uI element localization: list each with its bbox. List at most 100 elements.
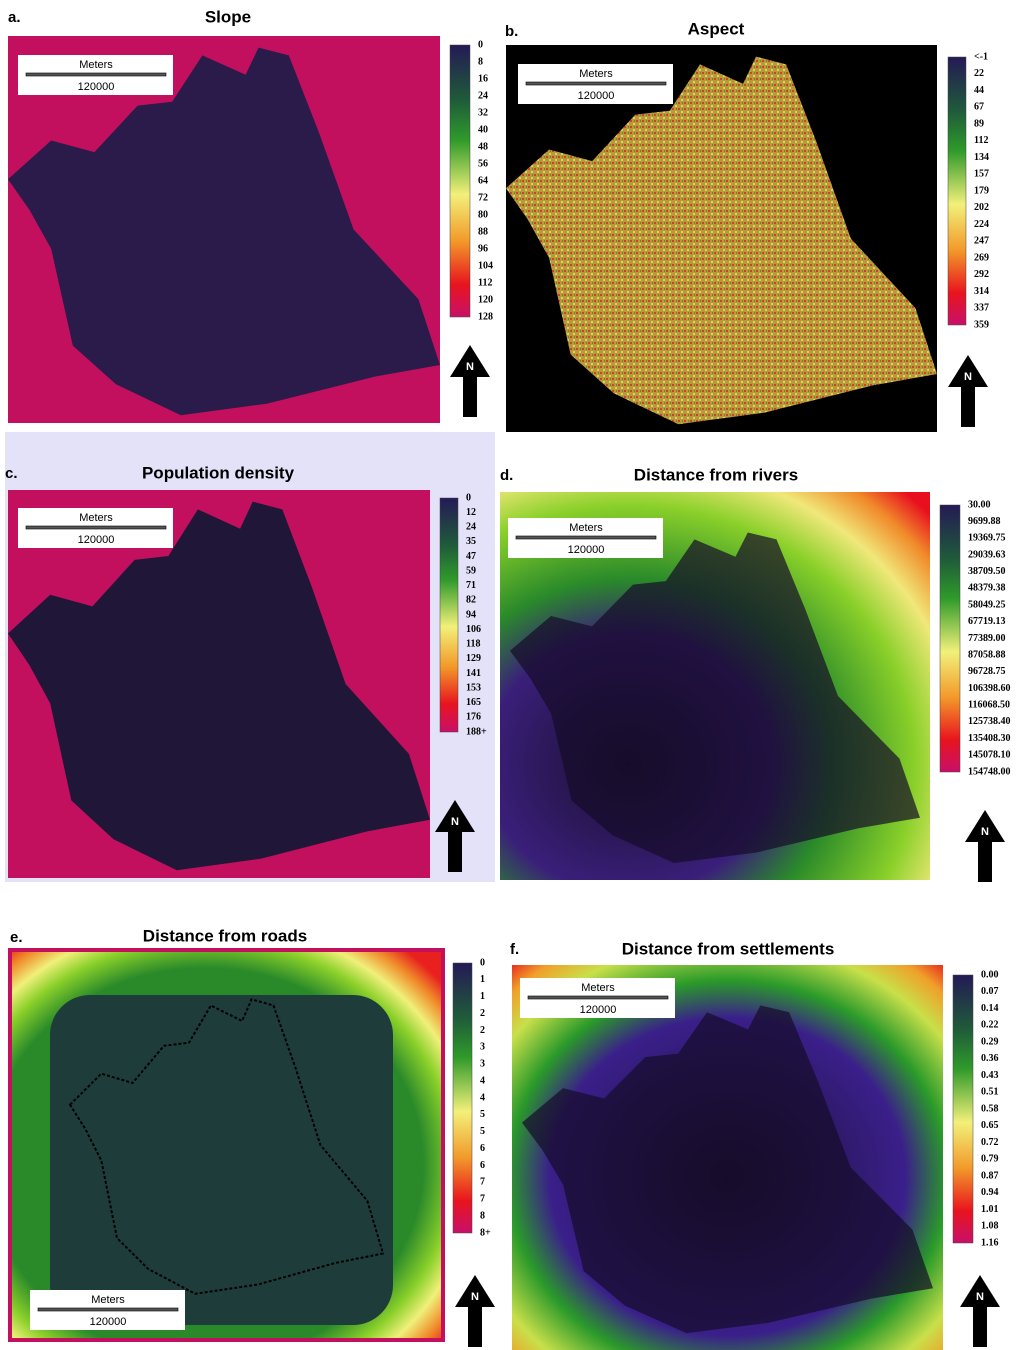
- legend-label: 0.58: [981, 1103, 999, 1114]
- legend-bar: [440, 498, 458, 732]
- panel-title: Distance from rivers: [634, 465, 798, 484]
- legend-label: 96: [478, 243, 488, 254]
- legend-label: 1.16: [981, 1237, 999, 1248]
- legend-label: 16: [478, 73, 488, 84]
- legend-label: 120: [478, 294, 493, 305]
- scale-bar-distance: 120000: [90, 1316, 127, 1328]
- scale-bar-unit: Meters: [579, 68, 613, 80]
- legend-label: 77389.00: [968, 633, 1006, 644]
- panel-title: Population density: [142, 463, 295, 482]
- north-label: N: [471, 1291, 479, 1303]
- north-arrow: [450, 345, 490, 417]
- legend-label: 3: [480, 1059, 485, 1070]
- scale-bar-line: [516, 536, 656, 539]
- legend-label: 106398.60: [968, 683, 1011, 694]
- legend-label: 0.65: [981, 1120, 999, 1131]
- legend-label: 82: [466, 595, 476, 606]
- panel-letter: e.: [10, 929, 23, 946]
- legend-label: 0.00: [981, 969, 999, 980]
- legend-label: 47: [466, 551, 476, 562]
- legend-label: 134: [974, 152, 989, 163]
- legend-label: 145078.10: [968, 750, 1011, 761]
- panel-letter: d.: [500, 467, 513, 484]
- legend-label: 80: [478, 209, 488, 220]
- scale-bar-line: [26, 526, 166, 529]
- legend-label: <-1: [974, 51, 988, 62]
- legend-label: 7: [480, 1194, 485, 1205]
- legend-label: 0.29: [981, 1036, 999, 1047]
- legend-bar: [940, 505, 960, 772]
- legend-bar: [953, 975, 973, 1243]
- legend-bar: [948, 57, 966, 325]
- legend-label: 188+: [466, 726, 487, 737]
- legend-label: 165: [466, 697, 481, 708]
- legend-label: 64: [478, 175, 488, 186]
- legend-label: 32: [478, 107, 488, 118]
- legend-label: 157: [974, 169, 989, 180]
- legend-label: 19369.75: [968, 533, 1006, 544]
- legend-label: 0.72: [981, 1137, 999, 1148]
- north-label: N: [466, 361, 474, 373]
- legend-label: 129: [466, 653, 481, 664]
- legend-label: 96728.75: [968, 666, 1006, 677]
- legend-label: 202: [974, 202, 989, 213]
- legend-label: 116068.50: [968, 700, 1010, 711]
- scale-bar-line: [526, 82, 666, 85]
- north-label: N: [451, 816, 459, 828]
- legend-label: 48379.38: [968, 583, 1006, 594]
- legend-bar: [453, 963, 472, 1233]
- panel-title: Aspect: [688, 19, 745, 38]
- legend-label: 0.14: [981, 1003, 999, 1014]
- legend-label: 6: [480, 1143, 485, 1154]
- legend-label: 87058.88: [968, 649, 1006, 660]
- legend-label: 0.94: [981, 1187, 999, 1198]
- legend-label: 0.79: [981, 1154, 999, 1165]
- legend-label: 8: [480, 1210, 485, 1221]
- figure: a.SlopeMeters120000081624324048566472808…: [0, 0, 1030, 1350]
- legend-label: 48: [478, 141, 488, 152]
- legend-label: 0: [478, 39, 483, 50]
- legend-label: 269: [974, 252, 989, 263]
- legend-label: 0.07: [981, 986, 999, 997]
- panel-letter: c.: [5, 465, 18, 482]
- legend-label: 8+: [480, 1227, 491, 1238]
- legend-label: 141: [466, 668, 481, 679]
- legend-label: 0: [466, 492, 471, 503]
- legend-label: 0.22: [981, 1020, 999, 1031]
- legend-label: 5: [480, 1126, 485, 1137]
- legend-label: 0: [480, 957, 485, 968]
- legend-label: 24: [478, 90, 488, 101]
- legend-label: 153: [466, 682, 481, 693]
- legend-label: 67719.13: [968, 616, 1006, 627]
- legend-label: 59: [466, 565, 476, 576]
- scale-bar-unit: Meters: [79, 512, 113, 524]
- legend-label: 2: [480, 1008, 485, 1019]
- legend-label: 4: [480, 1075, 485, 1086]
- legend-label: 106: [466, 624, 481, 635]
- panel-title: Slope: [205, 7, 251, 26]
- legend-label: 0.43: [981, 1070, 999, 1081]
- scale-bar-line: [528, 996, 668, 999]
- legend-label: 154748.00: [968, 766, 1011, 777]
- scale-bar-unit: Meters: [581, 982, 615, 994]
- legend-bar: [450, 45, 470, 317]
- legend-label: 292: [974, 269, 989, 280]
- legend-label: 2: [480, 1025, 485, 1036]
- scale-bar-line: [38, 1308, 178, 1311]
- legend-label: 112: [478, 277, 492, 288]
- legend-label: 9699.88: [968, 516, 1001, 527]
- north-arrow: [965, 810, 1005, 882]
- legend-label: 4: [480, 1092, 485, 1103]
- scale-bar-distance: 120000: [580, 1004, 617, 1016]
- scale-bar-unit: Meters: [569, 522, 603, 534]
- legend-label: 94: [466, 609, 476, 620]
- panel-title: Distance from roads: [143, 926, 307, 945]
- legend-label: 176: [466, 712, 481, 723]
- legend-label: 179: [974, 185, 989, 196]
- scale-bar-distance: 120000: [578, 90, 615, 102]
- scale-bar-unit: Meters: [79, 59, 113, 71]
- scale-bar-unit: Meters: [91, 1294, 125, 1306]
- legend-label: 22: [974, 68, 984, 79]
- map-inner: [50, 995, 393, 1325]
- legend-label: 314: [974, 286, 989, 297]
